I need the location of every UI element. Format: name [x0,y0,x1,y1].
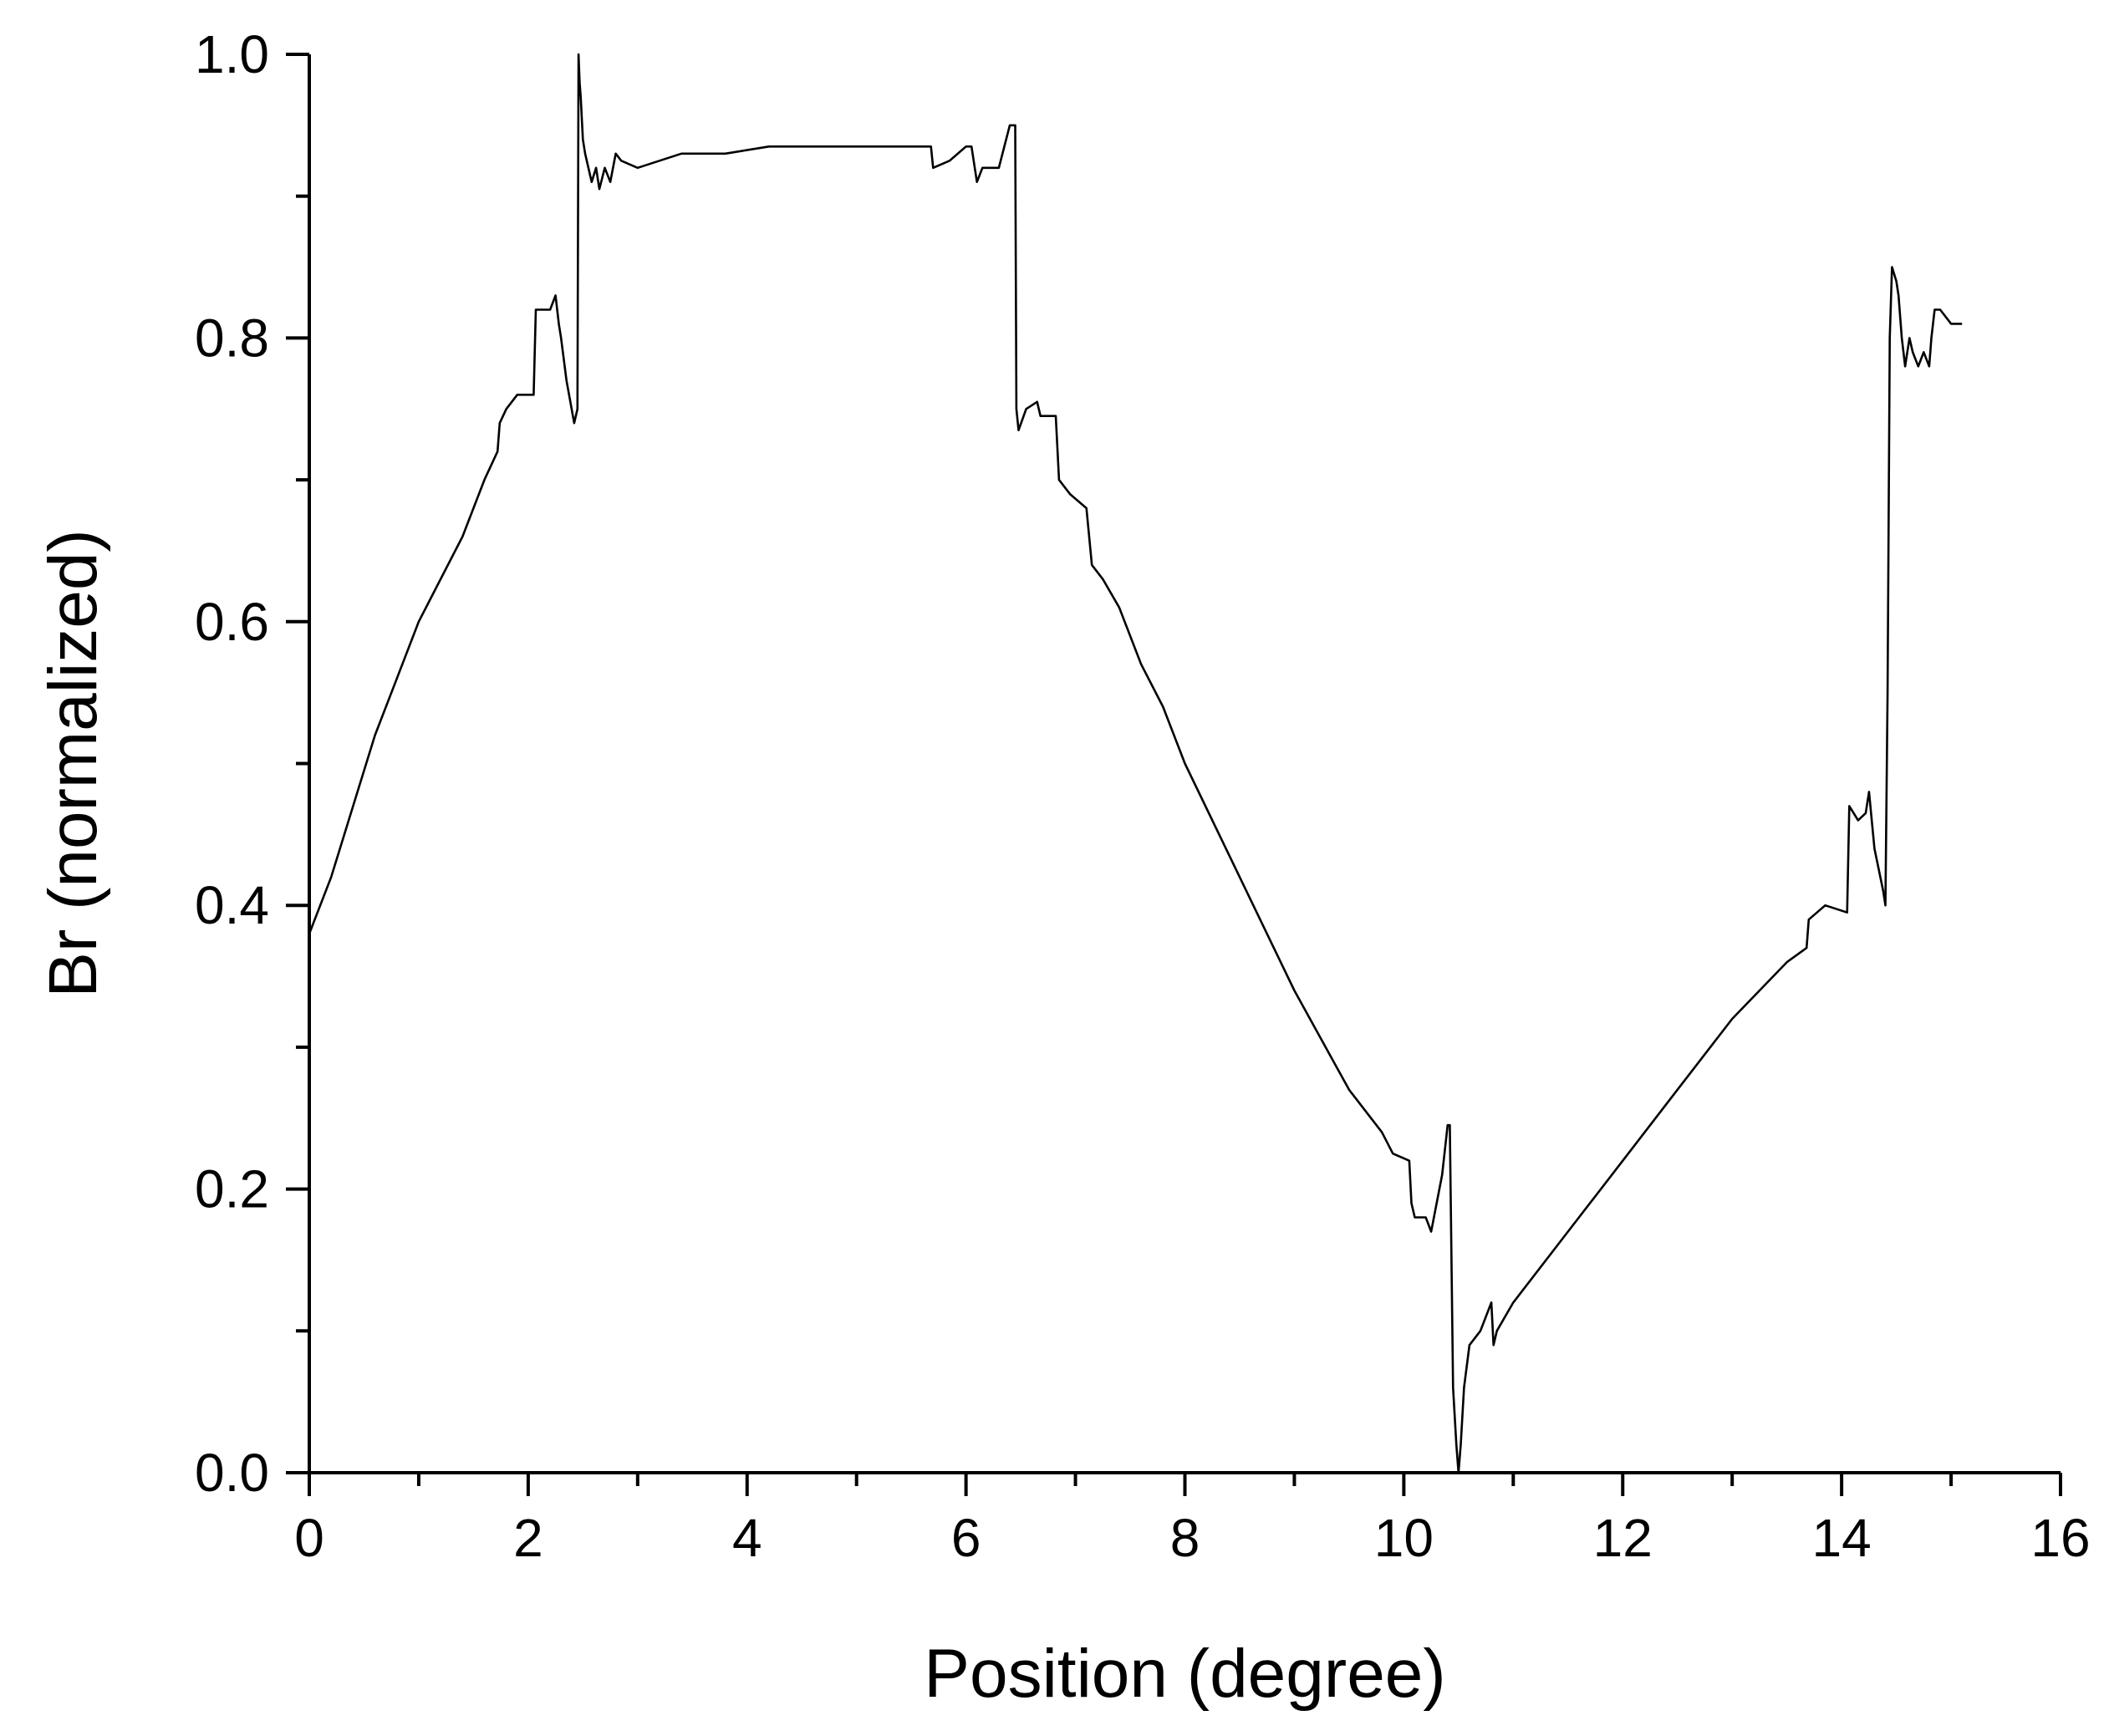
x-tick-label: 8 [1170,1508,1200,1568]
x-tick-label: 12 [1593,1508,1653,1568]
y-tick-label: 0.2 [195,1159,269,1219]
series-line [308,53,1963,1474]
x-tick-label: 0 [294,1508,324,1568]
x-tick-label: 6 [951,1508,981,1568]
x-tick-label: 16 [2030,1508,2090,1568]
plot-area [308,53,2061,1474]
x-tick-label: 14 [1812,1508,1872,1568]
y-axis-title: Br (normalized) [35,529,111,997]
y-tick-label: 0.6 [195,592,269,652]
x-tick-label: 10 [1374,1508,1434,1568]
y-tick-label: 1.0 [195,24,269,84]
x-axis-ticks: 0 2 4 6 8 10 12 14 16 [294,1473,2091,1568]
x-tick-label: 2 [513,1508,543,1568]
x-axis-title: Position (degree) [924,1636,1445,1712]
y-axis-ticks: 0.0 0.2 0.4 0.6 0.8 1.0 [195,24,309,1503]
y-tick-label: 0.4 [195,875,269,935]
y-tick-label: 0.8 [195,308,269,368]
x-tick-label: 4 [732,1508,762,1568]
y-tick-label: 0.0 [195,1443,269,1503]
